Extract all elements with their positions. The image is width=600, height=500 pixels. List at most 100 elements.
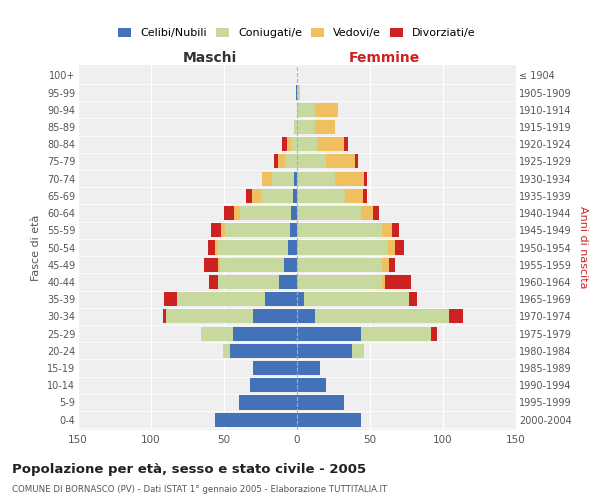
Bar: [218, 240, 288, 254]
Bar: [389, 258, 395, 272]
Bar: [253, 310, 297, 324]
Bar: [297, 102, 314, 117]
Bar: [297, 310, 314, 324]
Bar: [335, 172, 364, 185]
Bar: [294, 120, 297, 134]
Bar: [388, 240, 395, 254]
Bar: [220, 258, 284, 272]
Bar: [296, 86, 297, 100]
Bar: [209, 275, 218, 289]
Bar: [395, 240, 404, 254]
Bar: [283, 137, 287, 152]
Bar: [262, 172, 272, 185]
Bar: [278, 154, 286, 168]
Bar: [290, 223, 297, 238]
Bar: [297, 206, 361, 220]
Bar: [253, 361, 297, 375]
Bar: [297, 361, 320, 375]
Bar: [297, 189, 345, 203]
Bar: [218, 258, 220, 272]
Bar: [215, 412, 297, 426]
Bar: [288, 240, 297, 254]
Bar: [382, 258, 389, 272]
Bar: [317, 137, 344, 152]
Bar: [297, 326, 361, 340]
Bar: [208, 240, 215, 254]
Text: Maschi: Maschi: [182, 51, 236, 65]
Bar: [234, 206, 240, 220]
Bar: [392, 223, 399, 238]
Y-axis label: Fasce di età: Fasce di età: [31, 214, 41, 280]
Bar: [291, 206, 297, 220]
Bar: [297, 172, 335, 185]
Bar: [364, 172, 367, 185]
Bar: [287, 137, 291, 152]
Bar: [286, 154, 297, 168]
Bar: [297, 344, 352, 358]
Text: COMUNE DI BORNASCO (PV) - Dati ISTAT 1° gennaio 2005 - Elaborazione TUTTITALIA.I: COMUNE DI BORNASCO (PV) - Dati ISTAT 1° …: [12, 485, 387, 494]
Bar: [177, 292, 265, 306]
Bar: [218, 275, 280, 289]
Bar: [203, 258, 218, 272]
Bar: [224, 206, 234, 220]
Bar: [211, 223, 221, 238]
Bar: [294, 172, 297, 185]
Bar: [297, 223, 382, 238]
Bar: [297, 378, 326, 392]
Bar: [230, 344, 297, 358]
Bar: [163, 310, 166, 324]
Bar: [297, 240, 388, 254]
Bar: [352, 344, 364, 358]
Text: Femmine: Femmine: [349, 51, 420, 65]
Bar: [215, 240, 218, 254]
Bar: [246, 189, 252, 203]
Bar: [223, 344, 230, 358]
Bar: [226, 223, 290, 238]
Bar: [293, 189, 297, 203]
Bar: [265, 292, 297, 306]
Bar: [362, 189, 367, 203]
Bar: [221, 223, 226, 238]
Bar: [355, 154, 358, 168]
Bar: [272, 172, 294, 185]
Bar: [297, 137, 317, 152]
Bar: [449, 310, 463, 324]
Bar: [200, 326, 233, 340]
Bar: [280, 275, 297, 289]
Legend: Celibi/Nubili, Coniugati/e, Vedovi/e, Divorziati/e: Celibi/Nubili, Coniugati/e, Vedovi/e, Di…: [114, 23, 480, 43]
Bar: [260, 189, 293, 203]
Bar: [344, 137, 348, 152]
Bar: [166, 310, 253, 324]
Bar: [297, 396, 344, 409]
Bar: [252, 189, 260, 203]
Bar: [409, 292, 417, 306]
Bar: [297, 292, 304, 306]
Bar: [297, 120, 314, 134]
Bar: [240, 206, 291, 220]
Bar: [274, 154, 278, 168]
Bar: [373, 206, 379, 220]
Bar: [297, 412, 361, 426]
Bar: [297, 154, 326, 168]
Y-axis label: Anni di nascita: Anni di nascita: [578, 206, 589, 289]
Bar: [314, 310, 449, 324]
Bar: [284, 258, 297, 272]
Text: Popolazione per età, sesso e stato civile - 2005: Popolazione per età, sesso e stato civil…: [12, 462, 366, 475]
Bar: [345, 189, 362, 203]
Bar: [385, 275, 411, 289]
Bar: [233, 326, 297, 340]
Bar: [382, 275, 385, 289]
Bar: [314, 120, 335, 134]
Bar: [164, 292, 177, 306]
Bar: [382, 223, 392, 238]
Bar: [291, 137, 297, 152]
Bar: [239, 396, 297, 409]
Bar: [297, 275, 382, 289]
Bar: [304, 292, 409, 306]
Bar: [297, 258, 382, 272]
Bar: [431, 326, 437, 340]
Bar: [250, 378, 297, 392]
Bar: [297, 86, 300, 100]
Bar: [361, 326, 431, 340]
Bar: [326, 154, 355, 168]
